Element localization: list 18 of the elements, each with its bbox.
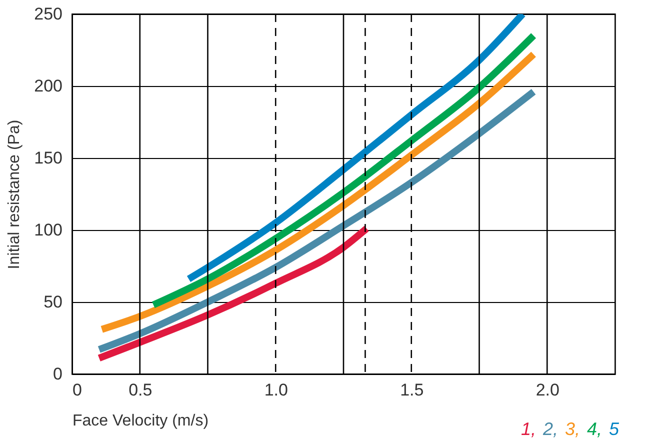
y-tick-label: 0: [53, 364, 62, 384]
text: 2,: [542, 419, 558, 439]
y-axis-title: Initial resistance (Pa): [6, 120, 24, 270]
text: 4,: [587, 419, 602, 439]
y-tick-label: 100: [34, 220, 62, 240]
y-tick-label: 250: [34, 4, 62, 24]
x-tick-label: 2.0: [536, 380, 560, 400]
text: 3,: [565, 419, 580, 439]
x-tick-label: 1.5: [400, 380, 424, 400]
y-tick-label: 200: [34, 76, 62, 96]
x-axis-title: Face Velocity (m/s): [72, 412, 209, 430]
x-tick-label: 0.5: [128, 380, 152, 400]
y-tick-label: 150: [34, 148, 62, 168]
y-tick-label: 50: [44, 292, 62, 312]
text: 1,: [521, 419, 536, 439]
x-tick-label: 0: [72, 380, 82, 400]
text: 5: [609, 419, 620, 439]
x-tick-label: 1.0: [264, 380, 288, 400]
